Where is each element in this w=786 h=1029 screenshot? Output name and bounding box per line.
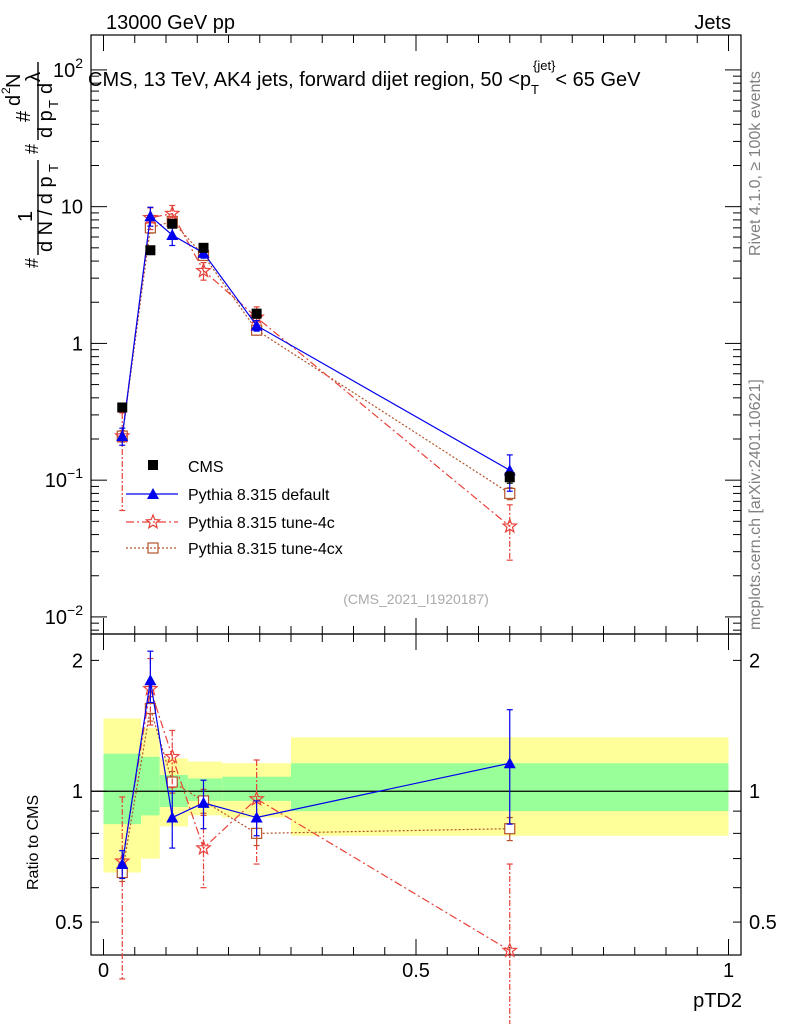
ratio-y-tick-label-right: 1 xyxy=(749,781,760,803)
data-point-default xyxy=(116,858,129,870)
series-line-default xyxy=(121,215,511,471)
mcplots-label: mcplots.cern.ch [arXiv:2401.10621] xyxy=(747,379,764,630)
data-point-cms xyxy=(251,308,262,319)
x-tick-label: 0 xyxy=(98,960,109,982)
svg-text:d p: d p xyxy=(35,110,57,138)
ratio-y-tick-label: 0.5 xyxy=(55,912,83,934)
series-line-tune4cx xyxy=(121,708,510,873)
x-tick-label: 1 xyxy=(723,960,734,982)
series-line-tune4c xyxy=(121,688,511,952)
legend-label-cms: CMS xyxy=(188,459,224,476)
legend-label-tune4cx: Pythia 8.315 tune-4cx xyxy=(188,541,343,558)
svg-text:N: N xyxy=(3,74,25,88)
svg-text:d: d xyxy=(35,83,57,94)
svg-text:T: T xyxy=(46,164,61,172)
svg-text:2: 2 xyxy=(0,87,13,94)
series-line-tune4c xyxy=(121,212,511,527)
ratio-plot-area: 0.5 0.5 1 1 2 2 0 0.5 1 xyxy=(55,35,777,1029)
chart-title-sup: {jet} xyxy=(533,58,556,73)
chart-title-sub: T xyxy=(531,82,539,97)
rivet-label: Rivet 4.1.0, ≥ 100k events xyxy=(747,71,764,256)
data-point-default xyxy=(144,674,157,686)
data-point-default xyxy=(116,430,129,442)
data-point-cms xyxy=(145,245,156,256)
svg-text:d: d xyxy=(3,95,25,106)
legend-marker-default xyxy=(147,488,159,499)
ratio-y-tick-label: 1 xyxy=(72,781,83,803)
data-point-tune4c xyxy=(163,204,181,221)
data-point-default xyxy=(166,229,179,241)
x-tick-label: 0.5 xyxy=(402,960,430,982)
main-y-tick-label: 10 xyxy=(61,197,83,219)
x-axis-label: pTD2 xyxy=(693,990,742,1012)
main-y-tick-label: 10−1 xyxy=(45,465,83,492)
data-point-tune4c xyxy=(163,748,181,764)
legend-marker-tune4c xyxy=(144,513,162,530)
chart-title-main: CMS, 13 TeV, AK4 jets, forward dijet reg… xyxy=(88,69,531,91)
main-y-tick-label: 102 xyxy=(53,55,83,82)
legend: CMS Pythia 8.315 default Pythia 8.315 tu… xyxy=(126,459,343,558)
ratio-y-tick-label-right: 2 xyxy=(749,650,760,672)
energy-label: 13000 GeV pp xyxy=(106,12,235,34)
data-point-default xyxy=(197,796,210,808)
ratio-y-tick-label-right: 0.5 xyxy=(749,912,777,934)
analysis-watermark: (CMS_2021_I1920187) xyxy=(343,591,489,607)
ratio-y-tick-label: 2 xyxy=(72,650,83,672)
series-line-tune4cx xyxy=(121,220,511,494)
data-point-cms xyxy=(198,242,209,253)
legend-marker-tune4cx xyxy=(147,542,159,554)
svg-text:#: # xyxy=(22,144,42,154)
data-point-tune4cx xyxy=(504,823,516,835)
svg-text:1: 1 xyxy=(15,211,37,222)
svg-text:λ: λ xyxy=(23,72,45,82)
data-point-tune4c xyxy=(195,839,212,856)
main-plot-area: 10−2 10−1 1 10 102 xyxy=(45,34,742,635)
main-y-tick-label: 10−2 xyxy=(45,602,83,629)
series-line-default xyxy=(121,680,510,865)
legend-label-tune4c: Pythia 8.315 tune-4c xyxy=(188,515,335,532)
data-point-cms xyxy=(504,472,515,483)
data-point-cms xyxy=(167,218,178,229)
main-y-axis-label: # d N / d p T 1 # d p T d λ # d 2 N xyxy=(0,62,61,268)
data-point-tune4c xyxy=(195,261,212,278)
category-label: Jets xyxy=(694,12,731,34)
data-point-default xyxy=(144,210,157,222)
svg-text:T: T xyxy=(46,100,61,108)
legend-marker-cms xyxy=(148,460,158,470)
data-point-tune4c xyxy=(501,941,519,958)
data-point-default xyxy=(250,811,263,823)
data-point-default xyxy=(166,811,179,823)
svg-text:#: # xyxy=(13,110,35,122)
data-point-default xyxy=(250,319,263,331)
main-y-tick-label: 1 xyxy=(72,333,83,355)
chart-title-tail: < 65 GeV xyxy=(555,69,641,91)
data-point-tune4c xyxy=(501,517,519,534)
data-point-cms xyxy=(117,402,128,413)
chart-title: CMS, 13 TeV, AK4 jets, forward dijet reg… xyxy=(88,58,641,97)
svg-text:#: # xyxy=(22,258,42,268)
uncertainty-band-inner xyxy=(141,756,160,816)
data-point-default xyxy=(503,757,516,769)
svg-text:d N / d p: d N / d p xyxy=(35,176,57,252)
legend-label-default: Pythia 8.315 default xyxy=(188,487,330,504)
ratio-y-axis-label: Ratio to CMS xyxy=(25,795,42,890)
